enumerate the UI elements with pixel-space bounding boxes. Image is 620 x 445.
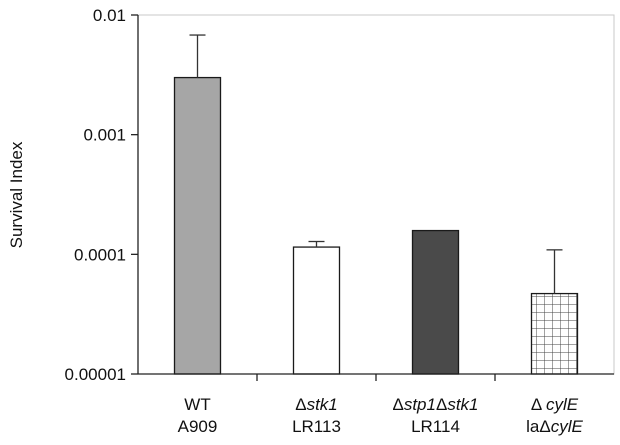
y-tick-label: 0.001 [83, 126, 126, 145]
category-label-line1: Δstp1Δstk1 [392, 395, 478, 414]
y-ticks-layer: 0.01 0.001 0.0001 0.00001 [65, 6, 138, 384]
category-label-line1: WT [184, 395, 210, 414]
category-label-line2: LR114 [411, 417, 460, 436]
bar-2 [292, 246, 341, 375]
category-label-segment: stk1 [447, 395, 478, 414]
bar-3 [411, 229, 460, 375]
bar-4 [530, 292, 579, 375]
category-label-line2: laΔcylE [526, 417, 583, 436]
category-label-segment: WT [184, 395, 210, 414]
y-tick-label: 0.00001 [65, 365, 126, 384]
category-label-segment: stk1 [307, 395, 338, 414]
category-label-line1: Δ cylE [531, 395, 579, 414]
category-label-segment: Δ [436, 395, 447, 414]
category-label-segment: cylE [551, 417, 584, 436]
category-label-segment: laΔ [526, 417, 551, 436]
bars-layer [173, 76, 579, 375]
category-label-line2: LR113 [292, 417, 341, 436]
category-label-segment: Δ [295, 395, 306, 414]
category-label-segment: Δ [531, 395, 546, 414]
category-label-segment: Δ [392, 395, 403, 414]
category-label-line1: Δstk1 [295, 395, 338, 414]
category-label-line2: A909 [178, 417, 218, 436]
category-label-segment: stp1 [404, 395, 436, 414]
y-tick-label: 0.0001 [74, 245, 126, 264]
category-label-segment: cylE [546, 395, 579, 414]
bar-1 [173, 76, 222, 375]
y-tick-label: 0.01 [93, 6, 126, 25]
y-axis-label: Survival Index [7, 141, 26, 248]
error-bars-layer [189, 34, 563, 294]
